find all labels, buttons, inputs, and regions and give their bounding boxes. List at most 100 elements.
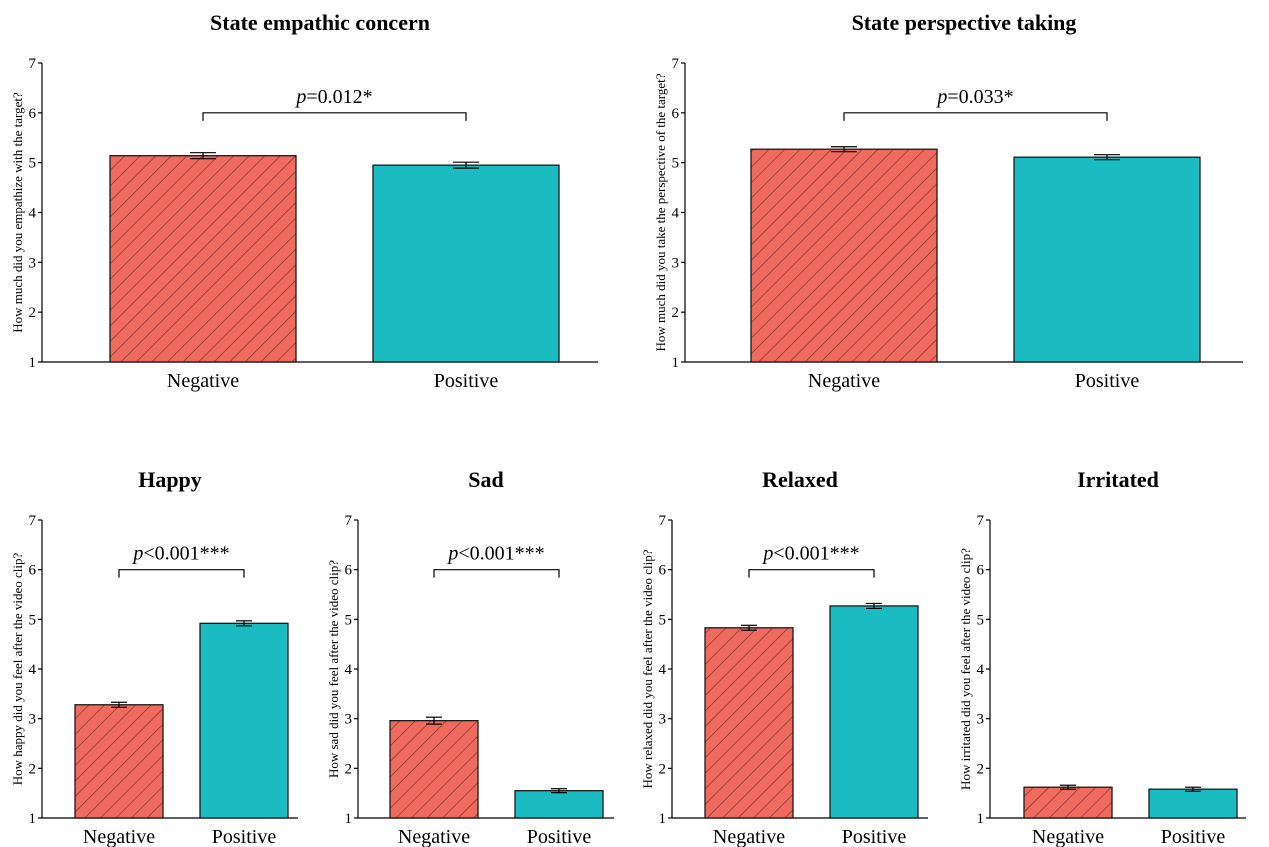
bar-negative (1023, 786, 1113, 819)
chart-title: Sad (468, 467, 503, 492)
y-tick-label: 6 (29, 106, 37, 122)
y-tick-label: 5 (29, 612, 37, 628)
y-tick-label: 3 (29, 255, 37, 271)
chart-panel: State perspective taking How much did you… (653, 10, 1243, 392)
category-label: Positive (527, 826, 592, 847)
y-tick-label: 7 (659, 513, 667, 529)
y-tick-label: 1 (977, 811, 985, 827)
y-tick-label: 6 (345, 563, 353, 579)
category-label: Negative (398, 826, 470, 847)
y-tick-label: 1 (659, 811, 667, 827)
chart-title: State empathic concern (210, 10, 430, 35)
y-tick-label: 2 (29, 761, 37, 777)
y-tick-label: 5 (345, 612, 353, 628)
p-symbol: p (131, 543, 143, 565)
y-axis-label: How happy did you feel after the video c… (10, 553, 25, 786)
bar-negative (109, 155, 297, 363)
bar-negative (704, 627, 794, 819)
p-value-label: p=0.012* (294, 86, 372, 108)
y-tick-label: 3 (29, 712, 37, 728)
y-tick-label: 7 (345, 513, 353, 529)
y-tick-label: 5 (659, 612, 667, 628)
p-value-label: p<0.001*** (446, 543, 544, 565)
significance-bracket (843, 112, 1108, 121)
y-axis-label: How much did you empathize with the targ… (10, 92, 25, 333)
y-tick-label: 6 (977, 563, 985, 579)
bar-positive (1148, 788, 1238, 819)
chart-panel: Sad How sad did you feel after the video … (326, 467, 614, 847)
y-tick-label: 5 (977, 612, 985, 628)
bar-positive (1013, 156, 1201, 363)
chart-title: Happy (138, 467, 202, 492)
p-symbol: p (294, 86, 306, 108)
chart-title: State perspective taking (852, 10, 1077, 35)
y-tick-label: 4 (345, 662, 353, 678)
p-symbol: p (935, 86, 947, 108)
category-label: Positive (1075, 370, 1140, 392)
y-tick-label: 1 (29, 811, 37, 827)
significance-bracket (748, 569, 875, 578)
chart-title: Relaxed (762, 467, 838, 492)
p-value-label: p<0.001*** (131, 543, 229, 565)
chart-panel: State empathic concern How much did you e… (10, 10, 598, 392)
p-value-label: p=0.033* (935, 86, 1013, 108)
category-label: Negative (167, 370, 239, 392)
y-tick-label: 1 (345, 811, 353, 827)
y-tick-label: 7 (977, 513, 985, 529)
y-tick-label: 2 (29, 305, 37, 321)
significance-bracket (433, 569, 560, 578)
chart-panel: Irritated How irritated did you feel afte… (958, 467, 1246, 847)
y-tick-label: 4 (977, 662, 985, 678)
y-tick-label: 3 (345, 712, 353, 728)
y-tick-label: 6 (659, 563, 667, 579)
bar-negative (74, 704, 164, 819)
p-symbol: p (761, 543, 773, 565)
y-axis-label: How much did you take the perspective of… (653, 73, 668, 351)
p-symbol: p (446, 543, 458, 565)
p-value-text: <0.001*** (143, 543, 229, 565)
y-tick-label: 5 (672, 156, 680, 172)
bar-positive (199, 622, 289, 819)
y-tick-label: 3 (672, 255, 680, 271)
bar-negative (389, 720, 479, 819)
bar-positive (829, 605, 919, 819)
y-tick-label: 5 (29, 156, 37, 172)
bar-positive (514, 790, 604, 819)
y-tick-label: 7 (29, 513, 37, 529)
p-value-label: p<0.001*** (761, 543, 859, 565)
y-tick-label: 4 (672, 206, 680, 222)
p-value-text: =0.012* (306, 86, 372, 108)
category-label: Negative (1032, 826, 1104, 847)
category-label: Negative (713, 826, 785, 847)
y-tick-label: 1 (672, 355, 680, 371)
y-tick-label: 4 (29, 662, 37, 678)
y-tick-label: 7 (672, 56, 680, 72)
p-value-text: <0.001*** (773, 543, 859, 565)
y-axis-label: How irritated did you feel after the vid… (958, 548, 973, 790)
category-label: Positive (1161, 826, 1226, 847)
y-tick-label: 3 (977, 712, 985, 728)
y-tick-label: 6 (672, 106, 680, 122)
y-tick-label: 4 (29, 206, 37, 222)
chart-panel: Happy How happy did you feel after the vi… (10, 467, 298, 847)
category-label: Negative (83, 826, 155, 847)
bar-negative (750, 148, 938, 363)
y-tick-label: 1 (29, 355, 37, 371)
y-tick-label: 4 (659, 662, 667, 678)
y-tick-label: 2 (659, 761, 667, 777)
p-value-text: <0.001*** (458, 543, 544, 565)
y-tick-label: 6 (29, 563, 37, 579)
chart-title: Irritated (1077, 467, 1159, 492)
y-axis-label: How sad did you feel after the video cli… (326, 560, 341, 778)
y-tick-label: 2 (977, 761, 985, 777)
chart-panel: Relaxed How relaxed did you feel after th… (640, 467, 928, 847)
category-label: Positive (842, 826, 907, 847)
y-tick-label: 2 (345, 761, 353, 777)
charts-container: State empathic concern How much did you e… (10, 10, 1246, 847)
significance-bracket (202, 112, 467, 121)
bar-positive (372, 164, 560, 363)
category-label: Negative (808, 370, 880, 392)
category-label: Positive (434, 370, 499, 392)
p-value-text: =0.033* (947, 86, 1013, 108)
